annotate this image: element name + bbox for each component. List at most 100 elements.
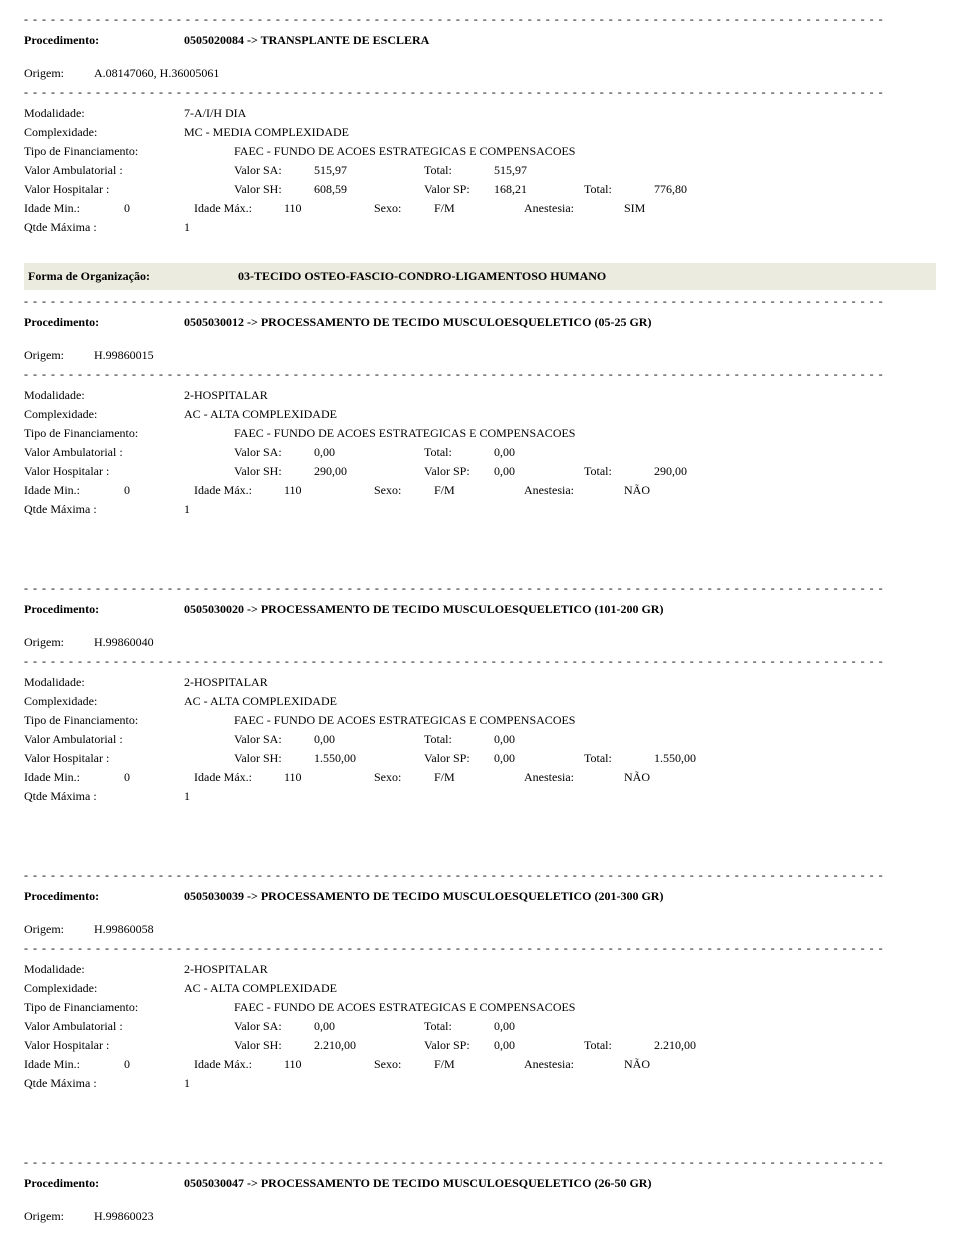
origem-label: Origem: <box>24 1209 94 1224</box>
procedimento-row: Procedimento: 0505030039 -> PROCESSAMENT… <box>24 889 936 904</box>
idade-max-label: Idade Máx.: <box>194 770 284 785</box>
complexidade-value: AC - ALTA COMPLEXIDADE <box>184 981 337 996</box>
complexidade-label: Complexidade: <box>24 981 184 996</box>
amb-total-value: 0,00 <box>494 732 584 747</box>
complexidade-value: AC - ALTA COMPLEXIDADE <box>184 694 337 709</box>
separator: - - - - - - - - - - - - - - - - - - - - … <box>24 12 936 27</box>
procedimento-row: Procedimento: 0505030047 -> PROCESSAMENT… <box>24 1176 936 1191</box>
idade-min-value: 0 <box>124 483 194 498</box>
valor-sa-value: 0,00 <box>314 732 424 747</box>
origem-row: Origem: H.99860058 <box>24 922 936 937</box>
separator: - - - - - - - - - - - - - - - - - - - - … <box>24 85 936 100</box>
origem-label: Origem: <box>24 635 94 650</box>
anestesia-value: NÃO <box>624 1057 650 1072</box>
tipofin-value: FAEC - FUNDO DE ACOES ESTRATEGICAS E COM… <box>234 1000 575 1015</box>
hosp-total-label: Total: <box>584 1038 654 1053</box>
valor-sa-value: 515,97 <box>314 163 424 178</box>
procedimento-label: Procedimento: <box>24 889 184 904</box>
idade-min-value: 0 <box>124 1057 194 1072</box>
tipofin-label: Tipo de Financiamento: <box>24 426 234 441</box>
procedimento-label: Procedimento: <box>24 1176 184 1191</box>
modalidade-row: Modalidade: 2-HOSPITALAR <box>24 675 936 690</box>
valor-sh-value: 1.550,00 <box>314 751 424 766</box>
separator: - - - - - - - - - - - - - - - - - - - - … <box>24 1155 936 1170</box>
valor-sa-label: Valor SA: <box>234 163 314 178</box>
qtde-label: Qtde Máxima : <box>24 1076 184 1091</box>
separator: - - - - - - - - - - - - - - - - - - - - … <box>24 294 936 309</box>
valor-sp-value: 0,00 <box>494 1038 584 1053</box>
procedimento-row: Procedimento: 0505030020 -> PROCESSAMENT… <box>24 602 936 617</box>
forma-org-label: Forma de Organização: <box>28 269 238 284</box>
valor-hosp-label: Valor Hospitalar : <box>24 464 234 479</box>
valor-amb-row: Valor Ambulatorial : Valor SA: 0,00 Tota… <box>24 445 936 460</box>
qtde-label: Qtde Máxima : <box>24 220 184 235</box>
qtde-value: 1 <box>184 789 190 804</box>
tipofin-label: Tipo de Financiamento: <box>24 144 234 159</box>
sexo-value: F/M <box>434 770 524 785</box>
modalidade-label: Modalidade: <box>24 962 184 977</box>
procedimento-label: Procedimento: <box>24 602 184 617</box>
sexo-value: F/M <box>434 201 524 216</box>
idade-max-value: 110 <box>284 770 374 785</box>
idade-max-value: 110 <box>284 483 374 498</box>
idade-min-label: Idade Min.: <box>24 483 124 498</box>
valor-sh-label: Valor SH: <box>234 1038 314 1053</box>
procedimento-label: Procedimento: <box>24 315 184 330</box>
amb-total-label: Total: <box>424 732 494 747</box>
valor-hosp-label: Valor Hospitalar : <box>24 1038 234 1053</box>
qtde-row: Qtde Máxima : 1 <box>24 789 936 804</box>
modalidade-label: Modalidade: <box>24 388 184 403</box>
valor-amb-row: Valor Ambulatorial : Valor SA: 0,00 Tota… <box>24 732 936 747</box>
origem-row: Origem: H.99860023 <box>24 1209 936 1224</box>
anestesia-label: Anestesia: <box>524 1057 624 1072</box>
idade-row: Idade Min.: 0 Idade Máx.: 110 Sexo: F/M … <box>24 201 936 216</box>
amb-total-value: 0,00 <box>494 1019 584 1034</box>
procedimento-row: Procedimento: 0505030012 -> PROCESSAMENT… <box>24 315 936 330</box>
procedimento-label: Procedimento: <box>24 33 184 48</box>
valor-hosp-row: Valor Hospitalar : Valor SH: 290,00 Valo… <box>24 464 936 479</box>
valor-sh-label: Valor SH: <box>234 182 314 197</box>
hosp-total-label: Total: <box>584 182 654 197</box>
modalidade-label: Modalidade: <box>24 675 184 690</box>
origem-row: Origem: A.08147060, H.36005061 <box>24 66 936 81</box>
qtde-row: Qtde Máxima : 1 <box>24 1076 936 1091</box>
idade-max-label: Idade Máx.: <box>194 201 284 216</box>
origem-value: H.99860015 <box>94 348 154 363</box>
valor-sa-label: Valor SA: <box>234 1019 314 1034</box>
sexo-label: Sexo: <box>374 483 434 498</box>
valor-sh-value: 2.210,00 <box>314 1038 424 1053</box>
amb-total-value: 515,97 <box>494 163 584 178</box>
valor-amb-label: Valor Ambulatorial : <box>24 1019 234 1034</box>
origem-row: Origem: H.99860040 <box>24 635 936 650</box>
separator: - - - - - - - - - - - - - - - - - - - - … <box>24 581 936 596</box>
qtde-value: 1 <box>184 220 190 235</box>
qtde-value: 1 <box>184 1076 190 1091</box>
valor-hosp-row: Valor Hospitalar : Valor SH: 2.210,00 Va… <box>24 1038 936 1053</box>
valor-amb-label: Valor Ambulatorial : <box>24 445 234 460</box>
tipofin-value: FAEC - FUNDO DE ACOES ESTRATEGICAS E COM… <box>234 713 575 728</box>
anestesia-label: Anestesia: <box>524 770 624 785</box>
origem-row: Origem: H.99860015 <box>24 348 936 363</box>
valor-sp-value: 168,21 <box>494 182 584 197</box>
tipofin-row: Tipo de Financiamento: FAEC - FUNDO DE A… <box>24 426 936 441</box>
anestesia-label: Anestesia: <box>524 201 624 216</box>
valor-sa-label: Valor SA: <box>234 732 314 747</box>
tipofin-value: FAEC - FUNDO DE ACOES ESTRATEGICAS E COM… <box>234 144 575 159</box>
procedimento-value: 0505020084 -> TRANSPLANTE DE ESCLERA <box>184 33 429 48</box>
amb-total-label: Total: <box>424 1019 494 1034</box>
modalidade-value: 2-HOSPITALAR <box>184 388 268 403</box>
sexo-label: Sexo: <box>374 770 434 785</box>
valor-sh-value: 608,59 <box>314 182 424 197</box>
tipofin-row: Tipo de Financiamento: FAEC - FUNDO DE A… <box>24 1000 936 1015</box>
hosp-total-value: 290,00 <box>654 464 687 479</box>
complexidade-value: AC - ALTA COMPLEXIDADE <box>184 407 337 422</box>
idade-max-label: Idade Máx.: <box>194 483 284 498</box>
tipofin-row: Tipo de Financiamento: FAEC - FUNDO DE A… <box>24 144 936 159</box>
valor-amb-row: Valor Ambulatorial : Valor SA: 0,00 Tota… <box>24 1019 936 1034</box>
separator: - - - - - - - - - - - - - - - - - - - - … <box>24 654 936 669</box>
amb-total-label: Total: <box>424 163 494 178</box>
complexidade-row: Complexidade: AC - ALTA COMPLEXIDADE <box>24 981 936 996</box>
idade-max-label: Idade Máx.: <box>194 1057 284 1072</box>
anestesia-value: NÃO <box>624 770 650 785</box>
qtde-row: Qtde Máxima : 1 <box>24 502 936 517</box>
